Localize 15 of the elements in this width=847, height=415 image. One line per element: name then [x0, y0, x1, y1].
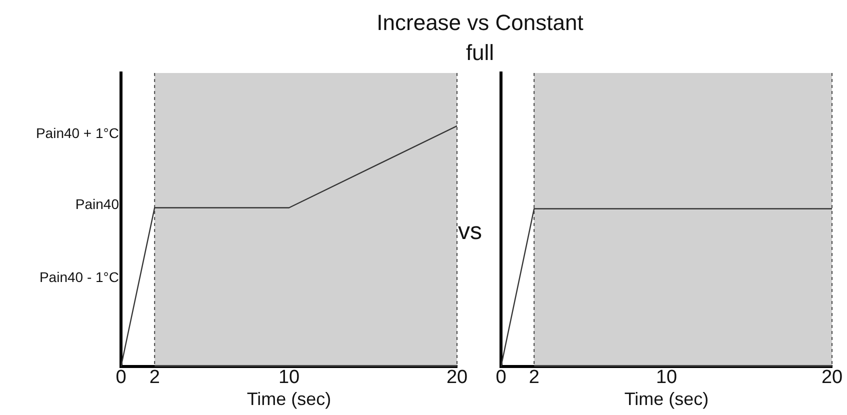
x-tick-label: 2 — [149, 367, 160, 388]
x-tick-label: 10 — [278, 367, 300, 388]
chart-title: Increase vs Constant full — [376, 9, 584, 67]
x-tick-label: 20 — [446, 367, 468, 388]
text: Pain40 — [74, 195, 119, 213]
x-tick-label: 10 — [656, 367, 678, 388]
x-tick-label: 0 — [496, 367, 506, 388]
text: Pain40 + 1°C — [34, 124, 119, 142]
x-tick-label: 20 — [821, 367, 843, 388]
x-tick-label: 2 — [528, 367, 540, 388]
x-axis-title: Time (sec) — [246, 389, 332, 410]
x-tick-label: 0 — [116, 367, 126, 388]
text: Pain40 - 1°C — [38, 268, 119, 286]
text: vs — [458, 218, 482, 246]
x-axis-title: Time (sec) — [624, 389, 709, 410]
